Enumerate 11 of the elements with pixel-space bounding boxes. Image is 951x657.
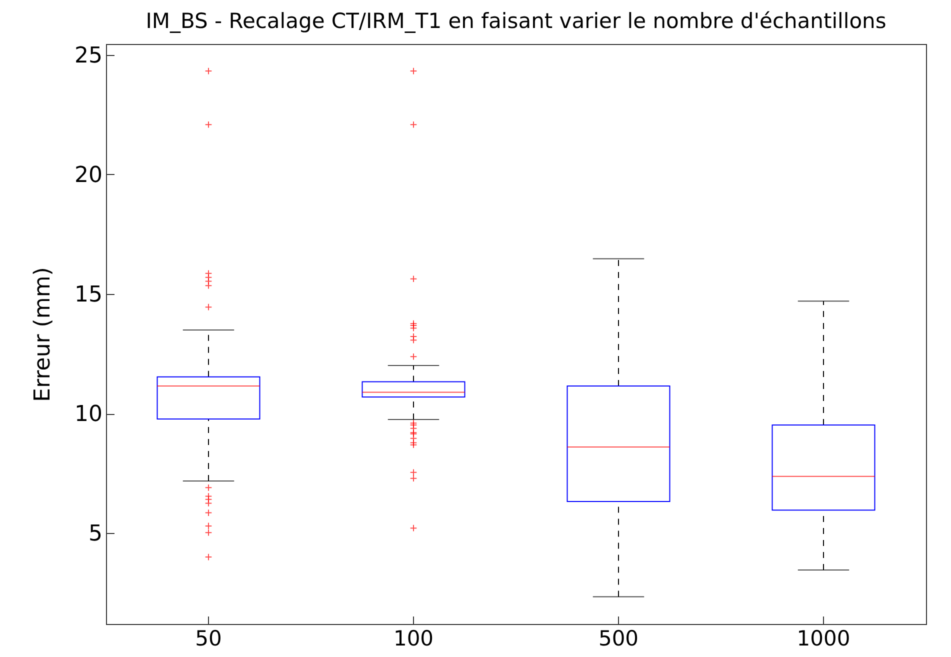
y-tick-label: 25 <box>74 43 102 68</box>
x-tick-label: 100 <box>393 626 434 650</box>
chart-title: IM_BS - Recalage CT/IRM_T1 en faisant varier le nombre d'échantillons <box>146 8 886 33</box>
x-tick-label: 1000 <box>796 626 850 650</box>
y-tick-label: 20 <box>74 162 102 188</box>
x-tick-label: 500 <box>598 626 639 650</box>
y-tick-label: 15 <box>74 282 102 308</box>
y-axis-title: Erreur (mm) <box>30 267 56 402</box>
y-tick-label: 5 <box>88 522 102 547</box>
y-tick-label: 10 <box>74 402 102 428</box>
x-tick-label: 50 <box>195 626 222 650</box>
